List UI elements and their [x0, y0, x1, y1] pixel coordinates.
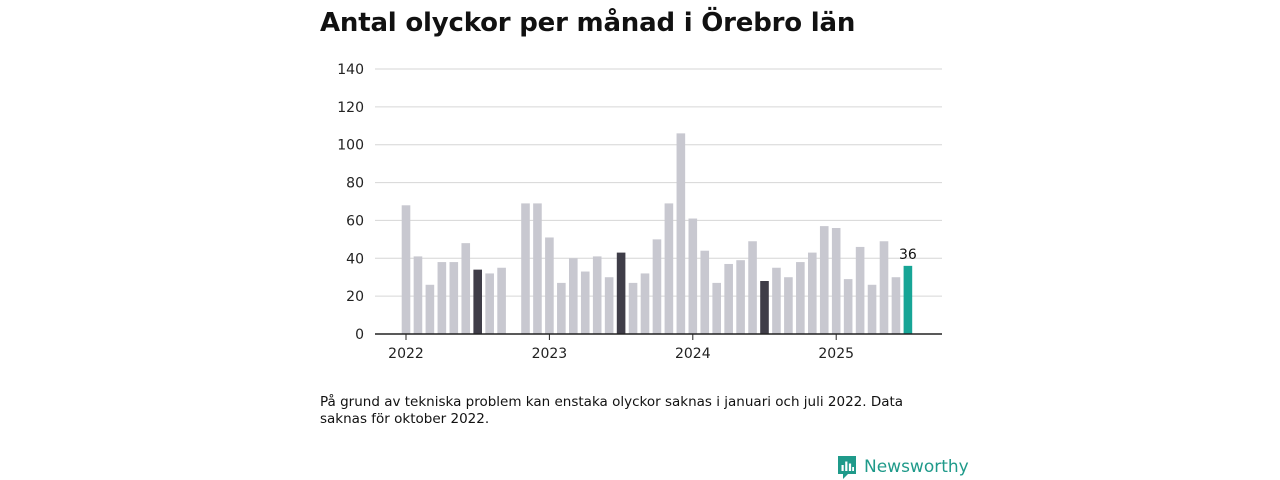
bar — [485, 273, 494, 334]
bar — [843, 279, 853, 334]
bar — [533, 203, 542, 334]
y-tick-label: 0 — [355, 327, 364, 343]
bar — [736, 260, 745, 334]
newsworthy-logo-icon — [838, 456, 856, 479]
x-tick-label: 2023 — [532, 346, 568, 362]
bar — [569, 258, 578, 334]
newsworthy-brand[interactable]: Newsworthy — [836, 454, 969, 480]
bar — [688, 218, 698, 334]
bar — [879, 241, 889, 334]
bar — [712, 282, 721, 334]
bar — [401, 205, 411, 334]
bar — [616, 252, 626, 334]
x-tick-label: 2024 — [675, 346, 711, 362]
bar — [831, 228, 841, 334]
y-tick-label: 80 — [346, 176, 364, 192]
bar — [891, 277, 901, 334]
bar — [437, 262, 447, 334]
bar — [497, 267, 506, 334]
data-label: 36 — [899, 247, 917, 263]
bar — [425, 284, 435, 334]
bar — [449, 262, 459, 334]
bar — [760, 281, 769, 334]
bar-chart: 0 20 40 60 80 100 120 140 36 2022 2023 2024 2025 — [337, 62, 942, 362]
bar — [819, 226, 829, 334]
bar — [796, 262, 805, 334]
bar — [592, 256, 602, 334]
x-tick-label: 2022 — [388, 346, 424, 362]
bar — [652, 239, 662, 334]
brand-name: Newsworthy — [864, 457, 969, 477]
bar — [580, 271, 590, 334]
bar — [784, 277, 793, 334]
bar — [413, 256, 423, 334]
y-tick-label: 20 — [346, 289, 364, 305]
footnote: På grund av tekniska problem kan enstaka… — [320, 394, 904, 427]
bar — [772, 267, 781, 334]
bar — [521, 203, 530, 334]
bar — [557, 282, 566, 334]
bar — [628, 282, 638, 334]
y-tick-label: 140 — [337, 62, 364, 78]
bar — [461, 243, 471, 334]
y-tick-label: 120 — [337, 100, 364, 116]
bar — [676, 133, 686, 334]
y-tick-label: 40 — [346, 251, 364, 267]
y-tick-label: 100 — [337, 138, 364, 154]
bar — [664, 203, 674, 334]
bar — [545, 237, 554, 334]
x-tick-label: 2025 — [818, 346, 854, 362]
bar — [855, 246, 865, 334]
bar — [640, 273, 650, 334]
bar — [903, 265, 913, 334]
bar — [748, 241, 757, 334]
bar — [724, 263, 733, 334]
chart-title: Antal olyckor per månad i Örebro län — [320, 8, 856, 38]
bar — [867, 284, 877, 334]
y-tick-label: 60 — [346, 213, 364, 229]
bar — [700, 250, 710, 334]
bar — [604, 277, 614, 334]
bar — [473, 269, 482, 334]
bar — [808, 252, 817, 334]
